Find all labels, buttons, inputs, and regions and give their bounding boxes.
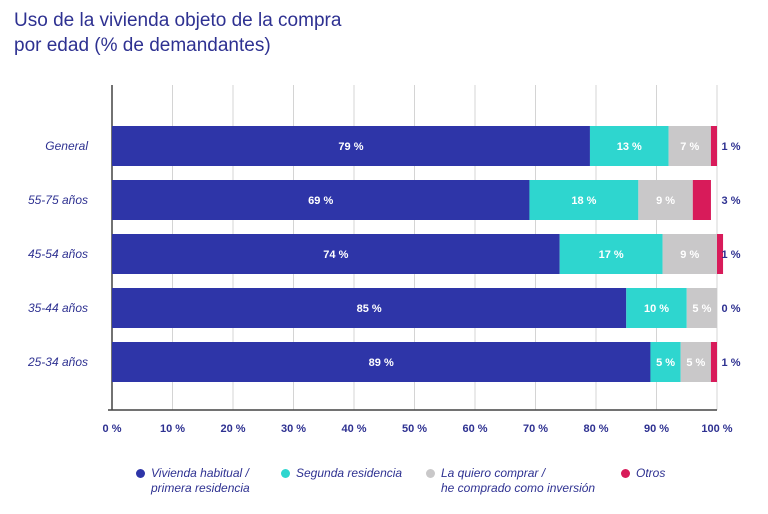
x-tick-label: 50 %	[402, 423, 427, 435]
data-label: 89 %	[369, 357, 394, 369]
bar-segment	[626, 288, 687, 328]
data-label: 74 %	[323, 249, 348, 261]
legend-item-inversion: La quiero comprar / he comprado como inv…	[426, 466, 595, 496]
data-label: 1 %	[722, 357, 741, 369]
bar-segment	[710, 126, 717, 166]
data-label: 69 %	[308, 195, 333, 207]
x-tick-label: 40 %	[341, 423, 366, 435]
category-label: 35-44 años	[28, 301, 88, 315]
legend-label-line-1: Vivienda habitual /	[151, 466, 249, 480]
legend-swatch	[281, 469, 290, 478]
chart-title: Uso de la vivienda objeto de la compra p…	[14, 8, 341, 58]
data-label: 5 %	[692, 303, 711, 315]
data-label: 1 %	[722, 141, 741, 153]
bar-segment	[559, 234, 663, 274]
data-label: 1 %	[722, 249, 741, 261]
legend-item-segunda-residencia: Segunda residencia	[281, 466, 402, 481]
bar-segment	[112, 342, 651, 382]
bar-segment	[529, 180, 639, 220]
legend-swatch	[426, 469, 435, 478]
bar-segment	[112, 180, 530, 220]
legend-item-vivienda-habitual: Vivienda habitual / primera residencia	[136, 466, 250, 496]
bar-segment	[112, 288, 627, 328]
bar-segment	[112, 126, 590, 166]
category-label: 45-54 años	[28, 247, 88, 261]
chart-title-line-1: Uso de la vivienda objeto de la compra	[14, 10, 342, 31]
legend-item-otros: Otros	[621, 466, 665, 481]
x-tick-label: 30 %	[281, 423, 306, 435]
data-label: 17 %	[599, 249, 624, 261]
bar-segment	[112, 234, 560, 274]
legend-label: Segunda residencia	[296, 466, 403, 480]
x-tick-label: 20 %	[220, 423, 245, 435]
bar-segment	[680, 342, 711, 382]
x-tick-label: 90 %	[644, 423, 669, 435]
data-label: 7 %	[680, 141, 699, 153]
bar-segment	[668, 126, 711, 166]
data-label: 13 %	[617, 141, 642, 153]
data-label: 5 %	[686, 357, 705, 369]
legend-label-line-2: primera residencia	[151, 481, 250, 495]
data-label: 79 %	[338, 141, 363, 153]
data-label: 18 %	[571, 195, 596, 207]
legend-label: Otros	[636, 466, 666, 480]
data-label: 9 %	[656, 195, 675, 207]
category-label: 25-34 años	[27, 355, 88, 369]
data-label: 9 %	[680, 249, 699, 261]
bar-segment	[717, 234, 724, 274]
data-label: 10 %	[644, 303, 669, 315]
category-label: General	[45, 139, 88, 153]
x-tick-label: 100 %	[701, 423, 732, 435]
legend-label-line-1: La quiero comprar /	[441, 466, 546, 480]
bar-segment	[589, 126, 669, 166]
data-label: 3 %	[722, 195, 741, 207]
bar-segment	[686, 288, 717, 328]
legend-swatch	[136, 469, 145, 478]
category-label: 55-75 años	[28, 193, 88, 207]
bar-segment	[692, 180, 711, 220]
bar-segment	[662, 234, 717, 274]
x-tick-label: 80 %	[583, 423, 608, 435]
x-tick-label: 10 %	[160, 423, 185, 435]
x-tick-label: 0 %	[103, 423, 122, 435]
x-tick-label: 70 %	[523, 423, 548, 435]
bar-segment	[638, 180, 693, 220]
data-label: 85 %	[357, 303, 382, 315]
data-label: 5 %	[656, 357, 675, 369]
data-label: 0 %	[722, 303, 741, 315]
bar-segment	[710, 342, 717, 382]
x-tick-label: 60 %	[462, 423, 487, 435]
legend-swatch	[621, 469, 630, 478]
chart-title-line-2: por edad (% de demandantes)	[14, 35, 271, 56]
legend-label-line-2: he comprado como inversión	[441, 481, 596, 495]
bar-segment	[650, 342, 681, 382]
